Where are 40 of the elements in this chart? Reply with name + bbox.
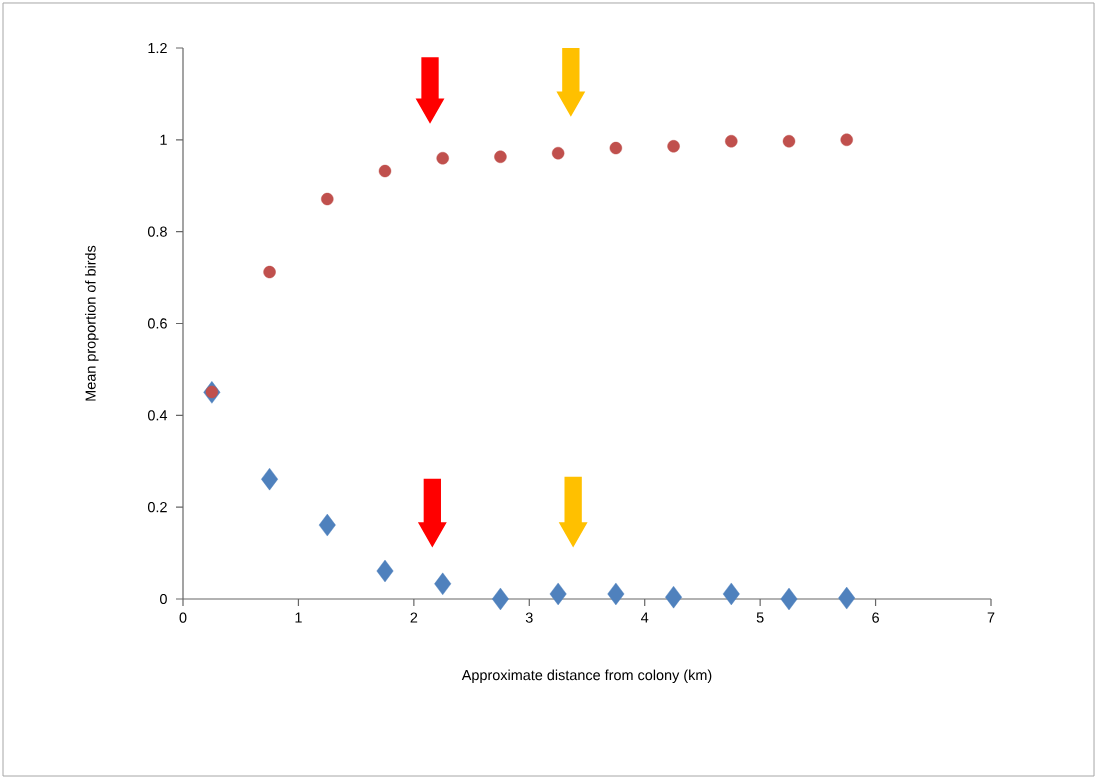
point: [551, 146, 565, 160]
y-tick-label: 1.2: [148, 42, 167, 54]
x-tick-label: 2: [410, 612, 418, 623]
point: [261, 467, 279, 491]
point: [782, 135, 796, 148]
x-tick-label: 6: [872, 612, 879, 623]
point: [491, 587, 509, 611]
x-tick-label: 7: [987, 612, 995, 623]
x-tick-label: 4: [641, 612, 649, 623]
point: [378, 164, 392, 178]
y-axis-title: Mean proportion of birds: [85, 245, 99, 401]
y-tick-label: 0.8: [147, 226, 167, 237]
point: [318, 513, 336, 537]
point: [436, 152, 449, 165]
point: [665, 585, 683, 609]
point: [263, 265, 276, 279]
point: [838, 586, 856, 610]
point: [667, 140, 680, 153]
y-tick-label: 1: [160, 134, 167, 145]
x-tick-label: 5: [756, 612, 764, 623]
point: [607, 582, 625, 606]
x-tick-label: 1: [295, 612, 302, 623]
y-tick-label: 0.6: [147, 318, 167, 329]
point: [780, 587, 798, 611]
x-axis-title: Approximate distance from colony (km): [461, 669, 712, 684]
point: [725, 135, 738, 148]
point: [549, 582, 567, 606]
point: [494, 150, 507, 164]
point: [609, 141, 623, 155]
point: [205, 385, 219, 399]
point: [321, 192, 334, 206]
x-tick-label: 3: [525, 612, 533, 623]
point: [376, 559, 394, 583]
y-tick-label: 0.4: [147, 410, 168, 421]
y-tick-label: 0: [160, 593, 167, 605]
x-tick-label: 0: [179, 612, 187, 623]
point: [840, 133, 853, 147]
y-tick-label: 0.2: [147, 502, 167, 513]
point: [434, 572, 452, 596]
point: [722, 582, 740, 606]
